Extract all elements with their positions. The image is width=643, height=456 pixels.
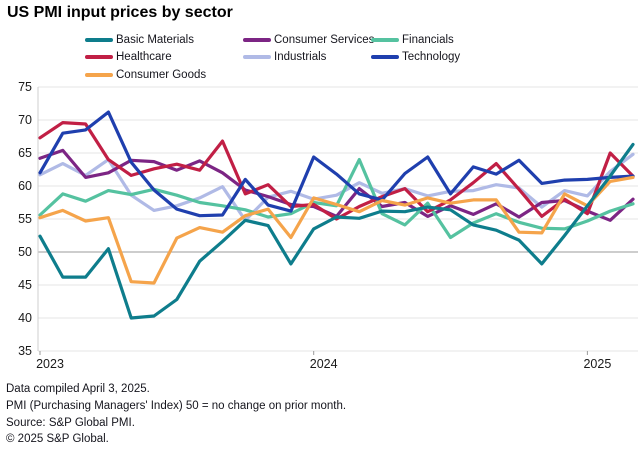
legend-swatch-consumer-services [243,37,271,42]
y-axis-tick-label-55: 55 [18,212,32,226]
legend-item-consumer-services: Consumer Services [243,33,375,46]
x-axis-label-2023: 2023 [36,357,64,371]
x-axis-label-2025: 2025 [583,357,611,371]
y-axis-tick-label-75: 75 [18,80,32,94]
legend-item-industrials: Industrials [243,51,371,63]
chart-footnotes: Data compiled April 3, 2025. PMI (Purcha… [6,381,346,448]
y-axis-tick-label-45: 45 [18,278,32,292]
chart-legend: Basic Materials Consumer Services Financia… [85,31,625,84]
series-line-technology [38,110,635,218]
x-axis-label-2024: 2024 [310,357,338,371]
footnote-source: Source: S&P Global PMI. [6,416,135,429]
legend-label-technology: Technology [402,51,461,64]
legend-swatch-technology [371,55,399,60]
series-line-industrials [38,152,635,222]
series-line-financials [38,158,635,240]
legend-item-financials: Financials [371,34,625,46]
legend-item-healthcare: Healthcare [85,51,243,63]
legend-swatch-basic-materials [85,37,113,42]
y-axis-tick-label-40: 40 [18,311,32,325]
legend-label-financials: Financials [402,33,454,46]
page-title: US PMI input prices by sector [7,4,233,21]
footnote-copyright: © 2025 S&P Global. [6,433,109,446]
legend-swatch-consumer-goods [85,72,113,77]
y-axis-tick-label-70: 70 [18,113,32,127]
series-line-consumer-goods [38,175,635,285]
legend-label-consumer-goods: Consumer Goods [116,68,207,81]
pmi-line-chart: 35 40 45 50 55 60 65 70 75 2023 2024 2025 [18,80,638,371]
series-line-basic-materials [38,142,635,320]
footnote-pmi-definition: PMI (Purchasing Managers' Index) 50 = no… [6,399,347,412]
legend-swatch-industrials [243,55,271,60]
legend-label-healthcare: Healthcare [116,51,172,64]
footnote-data-compiled: Data compiled April 3, 2025. [6,383,150,395]
legend-label-industrials: Industrials [274,51,327,64]
legend-item-basic-materials: Basic Materials [85,34,243,46]
legend-swatch-healthcare [85,55,113,60]
legend-swatch-financials [371,37,399,42]
legend-item-technology: Technology [371,51,625,63]
legend-label-basic-materials: Basic Materials [116,33,194,46]
y-axis-tick-label-35: 35 [18,344,32,358]
legend-item-consumer-goods: Consumer Goods [85,69,243,81]
legend-label-consumer-services: Consumer Services [274,33,375,46]
y-axis-tick-label-65: 65 [18,146,32,160]
y-axis-tick-label-50: 50 [18,245,32,259]
y-axis-tick-label-60: 60 [18,179,32,193]
